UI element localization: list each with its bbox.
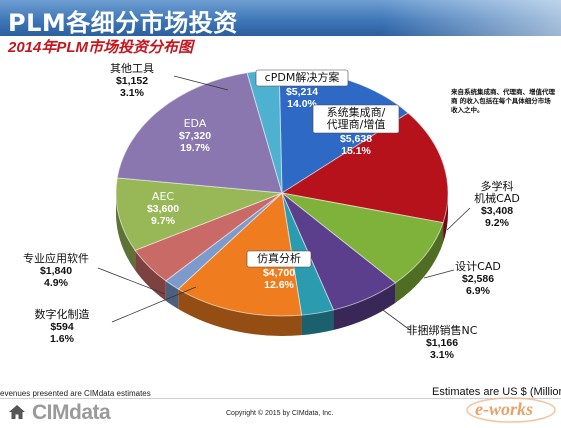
slice-name-label: EDA xyxy=(184,117,207,130)
slice-name-label: 设计CAD xyxy=(455,260,501,273)
pie-slice xyxy=(115,177,283,251)
currency-footnote: Estimates are US $ (Million xyxy=(432,386,561,398)
slice-percent-label: 6.9% xyxy=(466,285,491,297)
leader-line xyxy=(97,267,166,295)
pie-side-wall xyxy=(178,289,302,336)
slice-name-label: 其他工具 xyxy=(110,62,154,75)
pie-side-wall xyxy=(333,282,396,330)
slice-name-label: 机械CAD xyxy=(474,191,520,205)
slice-percent-label: 9.7% xyxy=(151,215,176,227)
pie-side-wall xyxy=(116,193,136,271)
slice-value-label: $3,408 xyxy=(481,205,513,217)
svg-text:e-works: e-works xyxy=(475,399,533,419)
pie-side-wall xyxy=(165,280,179,310)
page-title: PLM各细分市场投资 xyxy=(8,9,238,37)
home-icon[interactable] xyxy=(8,404,26,420)
slice-percent-label: 14.0% xyxy=(287,98,317,110)
slice-name-label: AEC xyxy=(152,190,174,203)
slice-value-label: $1,152 xyxy=(116,75,148,87)
copyright-text: Copyright © 2015 by CIMdata, Inc. xyxy=(226,410,334,417)
slice-percent-label: 9.2% xyxy=(485,217,510,229)
slice-value-label: $4,700 xyxy=(263,267,295,279)
integrator-revenue-note: 来自系统集成商、代理商、增值代理商 的收入包括在每个具体细分市场收入之中。 xyxy=(451,88,555,114)
slice-name-label: cPDM解决方案 xyxy=(265,70,340,84)
label-box xyxy=(312,104,400,134)
leader-line xyxy=(446,207,471,231)
slice-value-label: $594 xyxy=(50,321,74,333)
label-box xyxy=(255,69,349,87)
cimdata-logo: CIMdata xyxy=(32,401,111,424)
pie-slice xyxy=(280,112,449,224)
chart-subtitle: 2014年PLM市场投资分布图 xyxy=(8,39,194,56)
slice-percent-label: 3.1% xyxy=(120,87,145,99)
e-works-watermark-logo: e-works xyxy=(466,397,556,423)
pie-side-wall xyxy=(443,193,448,243)
slice-percent-label: 4.9% xyxy=(44,277,69,289)
slice-value-label: $3,600 xyxy=(147,203,179,215)
pie-side-wall xyxy=(301,309,334,336)
pie-slice xyxy=(281,192,444,284)
slice-name-label: 仿真分析 xyxy=(257,251,301,265)
label-box xyxy=(246,250,312,268)
source-footnote: evenues presented are CIMdata estimates xyxy=(0,389,151,398)
slice-value-label: $1,166 xyxy=(426,337,458,349)
pie-slice xyxy=(116,72,283,194)
slice-percent-label: 15.1% xyxy=(341,145,371,157)
slice-percent-label: 1.6% xyxy=(50,333,75,345)
slice-value-label: $5,214 xyxy=(286,86,318,98)
slice-value-label: $7,320 xyxy=(179,130,211,142)
slice-value-label: $2,586 xyxy=(462,273,494,285)
leader-line xyxy=(375,304,411,331)
leader-line xyxy=(173,75,229,91)
slice-value-label: $1,840 xyxy=(40,265,72,277)
pie-side-wall xyxy=(135,250,166,301)
pie-slice xyxy=(177,191,303,317)
slice-percent-label: 19.7% xyxy=(180,142,210,154)
slice-name-label: 专业应用软件 xyxy=(23,251,89,265)
slice-name-label: 代理商/增值 xyxy=(327,117,386,131)
slice-percent-label: 12.6% xyxy=(264,279,294,291)
title-bar xyxy=(0,0,561,36)
leader-line xyxy=(423,269,455,279)
slice-name-label: 系统集成商/ xyxy=(327,105,386,119)
slice-name-label: 多学科 xyxy=(481,179,514,193)
slice-value-label: $5,638 xyxy=(340,133,372,145)
slice-name-label: 数字化制造 xyxy=(35,307,90,321)
leader-line xyxy=(111,286,197,323)
slice-name-label: 非捆绑销售NC xyxy=(407,323,478,337)
slice-percent-label: 3.1% xyxy=(430,349,455,361)
